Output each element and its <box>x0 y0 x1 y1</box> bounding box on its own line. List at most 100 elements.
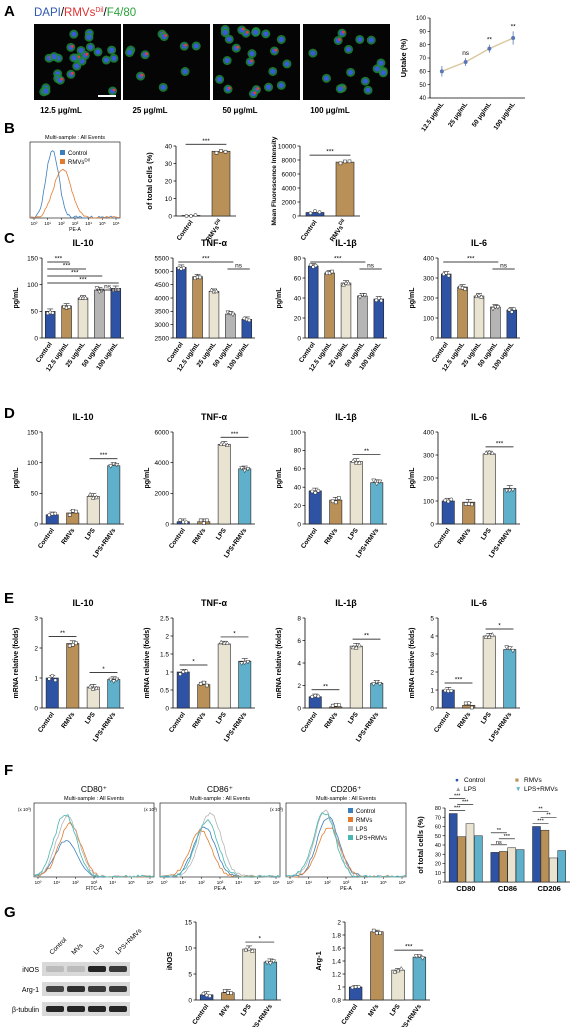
data-point <box>87 491 93 497</box>
histogram-y-multiplier: (x 10³) <box>18 807 32 812</box>
legend-rmvs-sup: Dil <box>95 7 104 14</box>
data-point <box>476 292 482 297</box>
cell-dil <box>85 52 89 56</box>
y-tick-label: 6 <box>297 638 301 645</box>
x-tick-label: 10³ <box>343 880 350 885</box>
data-point <box>353 460 359 465</box>
cell-nucleus <box>226 36 232 42</box>
bar-5 <box>241 319 253 339</box>
y-tick-label: 2 <box>297 683 301 690</box>
cell-nucleus <box>222 30 228 36</box>
data-point <box>181 266 186 270</box>
significance-label: ns <box>500 263 508 270</box>
x-tick-label: 10¹ <box>179 880 186 885</box>
y-tick-label: 6000 <box>155 429 170 436</box>
y-tick-label: 0 <box>297 521 301 528</box>
y-tick-label: 90 <box>419 30 426 36</box>
blot-row-label: Arg-1 <box>22 987 39 994</box>
data-point <box>371 928 376 933</box>
bar-CD80-2 <box>457 836 466 883</box>
y-tick-label: 20 <box>294 503 302 510</box>
y-tick-label: 10 <box>185 945 193 952</box>
y-tick-label: 20 <box>294 315 302 322</box>
x-tick-label: 10⁵ <box>99 221 106 226</box>
y-tick-label: 10 <box>165 196 173 203</box>
bar-2 <box>211 150 231 217</box>
data-point <box>470 502 474 507</box>
bar-1 <box>441 500 455 525</box>
bar-4 <box>238 660 252 709</box>
data-point <box>226 991 230 995</box>
x-axis-label: PE-A <box>214 886 226 892</box>
y-tick-label: 50 <box>435 834 441 840</box>
blot-band <box>67 966 85 972</box>
cell-nucleus <box>109 47 115 53</box>
significance-label: *** <box>454 806 461 812</box>
data-point <box>489 450 495 455</box>
significance-label: ** <box>497 828 502 834</box>
significance-label: ns <box>235 263 243 270</box>
data-point <box>330 269 334 274</box>
y-tick-label: 2000 <box>155 491 170 498</box>
y-tick-label: 40 <box>419 96 426 102</box>
cell-nucleus <box>71 31 77 37</box>
data-point <box>346 280 351 286</box>
x-tick-label: CD86 <box>498 884 517 893</box>
caption-50: 50 μg/mL <box>222 106 257 115</box>
bar-CD80-3 <box>465 823 475 883</box>
cell-dil <box>342 30 345 34</box>
y-tick-label: 200 <box>423 475 434 482</box>
cell-nucleus <box>310 50 316 56</box>
bar-2 <box>197 684 211 709</box>
y-tick-label: 4 <box>430 633 434 640</box>
significance-label: ns <box>367 263 375 270</box>
cell-nucleus <box>160 84 166 90</box>
significance-label: ** <box>323 683 329 690</box>
x-tick-label: LPS+RMVs <box>397 1003 423 1027</box>
histogram-curve-2 <box>159 828 281 878</box>
y-tick-label: 80 <box>294 448 302 455</box>
data-point <box>114 677 120 683</box>
caption-12-5: 12.5 μg/mL <box>40 106 82 115</box>
blot-band <box>46 1006 64 1012</box>
significance-label: *** <box>202 138 210 145</box>
x-tick-label: MVs <box>218 1003 232 1018</box>
y-tick-label: 10000 <box>278 143 296 150</box>
arg1-chart: Arg-1 0.8 1 1.2 1.4 1.6 1.8 2 Control MVs LPSLPS+R… <box>314 919 430 1032</box>
y-tick-label: 60 <box>294 275 302 282</box>
x-tick-label: Control <box>37 527 56 550</box>
data-point <box>338 161 343 166</box>
legend-label-3: LPS <box>464 786 477 793</box>
cell-nucleus <box>253 29 259 35</box>
bar-CD86-1 <box>490 852 500 883</box>
significance-label: *** <box>467 256 475 263</box>
y-tick-label: 1.6 <box>332 945 341 952</box>
bar-3 <box>77 297 89 339</box>
data-point <box>313 209 317 213</box>
y-tick-label: 70 <box>419 56 426 62</box>
cell-nucleus <box>74 63 80 69</box>
chart-title: IL-1β <box>335 412 357 422</box>
y-axis-label: of total cells (%) <box>416 816 425 874</box>
y-tick-label: 0 <box>430 335 434 342</box>
blot-band <box>88 966 106 972</box>
y-axis-label: mRNA relative (folds) <box>409 628 416 699</box>
data-point <box>271 959 276 964</box>
x-tick-label: 10⁶ <box>147 880 154 885</box>
flow-histogram: Multi-sample : All Events (x 10³) 10⁰ 10¹ 10… <box>18 796 155 892</box>
microscopy-captions: 12.5 μg/mL 25 μg/mL 50 μg/mL 100 μg/mL <box>40 106 350 115</box>
data-point <box>239 466 245 471</box>
bar-2 <box>66 643 80 709</box>
flow-histogram: Multi-sample : All Events 10⁰ 10¹ 10² 10³ 10⁴… <box>29 135 121 233</box>
blot-row-label: iNOS <box>22 967 39 974</box>
data-point <box>334 703 338 707</box>
x-tick-label: RMVs <box>191 711 207 730</box>
data-point <box>378 931 382 935</box>
histogram-marker-title: CD80⁺ <box>81 784 108 794</box>
y-tick-label: 300 <box>423 452 434 459</box>
